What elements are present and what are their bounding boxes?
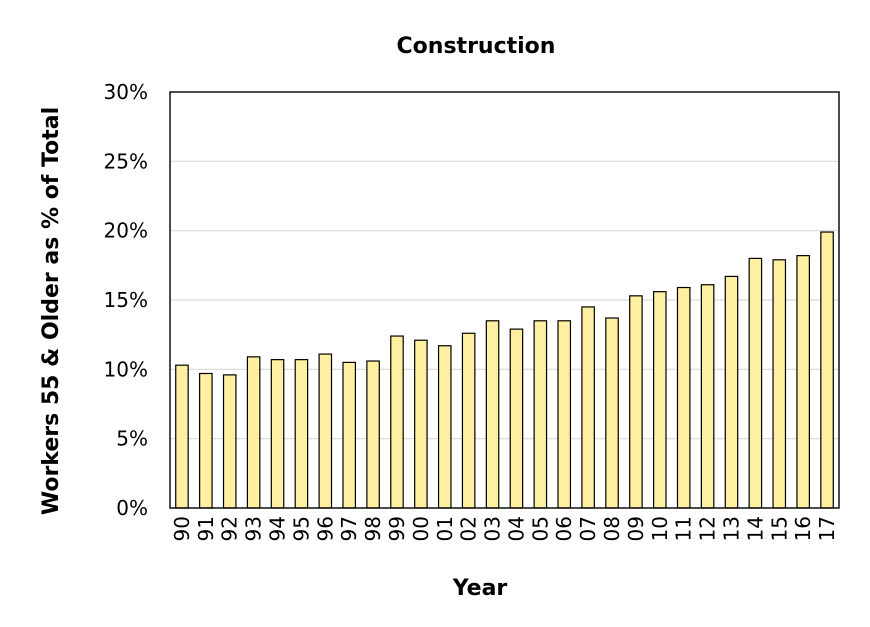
y-tick-label: 0% xyxy=(116,496,148,520)
x-tick-label: 13 xyxy=(719,516,743,541)
bar-91 xyxy=(199,372,213,509)
x-tick-label: 04 xyxy=(504,516,528,541)
x-tick-label: 98 xyxy=(361,516,385,541)
y-tick-label: 15% xyxy=(104,288,148,312)
bar-01 xyxy=(437,345,452,509)
y-tick-label: 5% xyxy=(116,427,148,451)
chart-title: Construction xyxy=(397,34,556,59)
bar-99 xyxy=(390,335,404,509)
x-tick-label: 93 xyxy=(242,516,266,541)
bar-98 xyxy=(366,360,380,509)
y-tick-label: 10% xyxy=(104,357,148,381)
bar-12 xyxy=(700,284,715,509)
bar-15 xyxy=(772,259,787,509)
y-axis-label: Workers 55 & Older as % of Total xyxy=(39,107,64,515)
bar-17 xyxy=(820,231,834,509)
x-tick-label: 05 xyxy=(528,516,552,541)
x-axis-label: Year xyxy=(452,576,508,601)
x-tick-label: 12 xyxy=(696,516,720,541)
bar-02 xyxy=(461,332,476,509)
x-tick-label: 16 xyxy=(791,516,815,541)
bar-93 xyxy=(246,356,261,509)
y-tick-labels: 0% 5% 10% 15% 20% 25% 30% xyxy=(104,80,148,520)
bar-10 xyxy=(652,291,667,509)
x-tick-label: 99 xyxy=(385,516,409,541)
plot-area-frame xyxy=(169,91,840,509)
grid-lines xyxy=(170,160,839,440)
x-tick-label: 15 xyxy=(767,516,791,541)
bar-97 xyxy=(342,361,357,509)
x-tick-labels: 90 91 92 93 94 95 96 97 98 99 00 01 02 03 04 05 06 07 08 09… xyxy=(170,516,839,541)
x-tick-label: 96 xyxy=(313,516,337,541)
x-tick-label: 07 xyxy=(576,516,600,541)
x-tick-label: 08 xyxy=(600,516,624,541)
x-tick-label: 17 xyxy=(815,516,839,541)
x-tick-label: 14 xyxy=(743,516,767,541)
x-tick-label: 11 xyxy=(672,516,696,541)
bar-07 xyxy=(581,306,595,509)
x-tick-label: 95 xyxy=(289,516,313,541)
bar-96 xyxy=(318,353,333,509)
bar-14 xyxy=(748,257,763,509)
bar-92 xyxy=(222,374,237,509)
x-tick-label: 01 xyxy=(433,516,457,541)
bar-08 xyxy=(605,317,619,509)
bar-00 xyxy=(414,339,428,509)
x-tick-label: 92 xyxy=(218,516,242,541)
x-tick-label: 06 xyxy=(552,516,576,541)
bar-16 xyxy=(796,255,810,509)
x-tick-label: 91 xyxy=(194,516,218,541)
x-tick-label: 97 xyxy=(337,516,361,541)
bar-11 xyxy=(676,286,691,509)
x-tick-label: 03 xyxy=(481,516,505,541)
bar-13 xyxy=(724,275,739,509)
bar-03 xyxy=(485,320,500,509)
y-tick-label: 30% xyxy=(104,80,148,104)
x-tick-label: 10 xyxy=(648,516,672,541)
y-tick-label: 20% xyxy=(104,219,148,243)
x-tick-label: 94 xyxy=(266,516,290,541)
bar-94 xyxy=(270,359,285,509)
x-tick-label: 90 xyxy=(170,516,194,541)
bar-04 xyxy=(509,328,524,509)
bar-06 xyxy=(557,320,572,509)
bars xyxy=(175,231,834,509)
y-tick-label: 25% xyxy=(104,149,148,173)
bar-05 xyxy=(533,320,548,509)
bar-95 xyxy=(294,359,309,509)
x-tick-label: 02 xyxy=(457,516,481,541)
bar-90 xyxy=(175,364,189,509)
x-tick-label: 00 xyxy=(409,516,433,541)
x-tick-label: 09 xyxy=(624,516,648,541)
bar-09 xyxy=(629,295,643,509)
